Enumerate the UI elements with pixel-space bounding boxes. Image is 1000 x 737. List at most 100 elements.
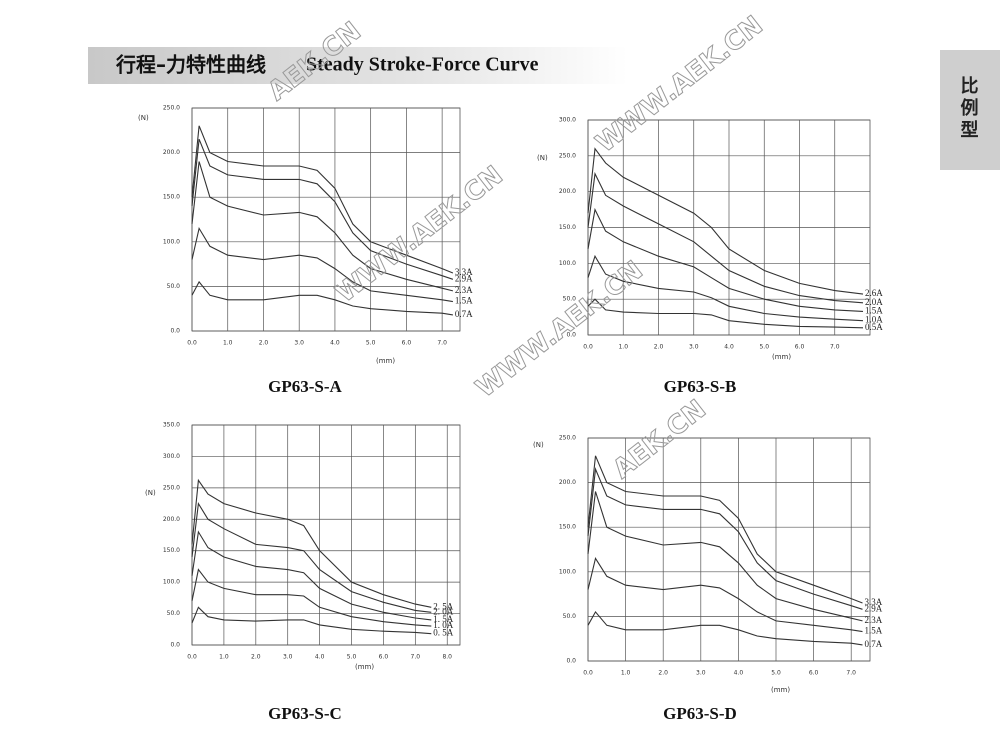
- y-axis-label: (N): [145, 489, 156, 497]
- y-tick-label: 200.0: [559, 479, 576, 486]
- x-tick-label: 7.0: [437, 340, 447, 347]
- y-tick-label: 200.0: [163, 516, 180, 523]
- y-tick-label: 150.0: [163, 194, 180, 201]
- y-tick-label: 50.0: [563, 613, 577, 620]
- x-tick-label: 3.0: [689, 344, 699, 351]
- header-title-en: Steady Stroke-Force Curve: [306, 54, 539, 76]
- x-tick-label: 0.0: [583, 344, 593, 351]
- series-line: [587, 610, 863, 646]
- y-tick-label: 100.0: [559, 260, 576, 267]
- chart-caption: GP63-S-A: [268, 377, 342, 396]
- x-tick-label: 1.0: [621, 670, 631, 677]
- x-tick-label: 7.0: [830, 344, 840, 351]
- x-tick-label: 6.0: [809, 670, 819, 677]
- x-tick-label: 6.0: [795, 344, 805, 351]
- x-tick-label: 7.0: [411, 654, 421, 661]
- legend-label: 2. 0A: [433, 606, 454, 616]
- y-tick-label: 250.0: [163, 484, 180, 491]
- watermark: WWW.AEK.CN: [591, 10, 769, 158]
- y-tick-label: 0.0: [170, 328, 180, 335]
- x-tick-label: 0.0: [187, 654, 197, 661]
- series-line: [587, 557, 863, 633]
- x-tick-label: 1.0: [223, 340, 233, 347]
- charts: 0.0 50.0 100.0 150.0 200.0 250.0 0.0 1.0 2.0 3.0 4…: [138, 105, 883, 723]
- legend-label: 2.3A: [864, 615, 882, 625]
- x-tick-label: 4.0: [734, 670, 744, 677]
- y-tick-label: 0.0: [566, 332, 576, 339]
- y-axis-label: (N): [533, 441, 544, 449]
- y-tick-label: 300.0: [559, 117, 576, 124]
- y-tick-label: 250.0: [559, 152, 576, 159]
- x-tick-label: 3.0: [283, 654, 293, 661]
- y-tick-label: 250.0: [559, 435, 576, 442]
- y-tick-label: 100.0: [163, 579, 180, 586]
- y-tick-label: 100.0: [559, 568, 576, 575]
- y-tick-label: 50.0: [167, 610, 181, 617]
- legend-label: 2.6A: [865, 288, 883, 298]
- legend-label: 1. 0A: [433, 620, 454, 630]
- y-tick-label: 100.0: [163, 238, 180, 245]
- y-tick-label: 150.0: [559, 224, 576, 231]
- y-tick-label: 150.0: [559, 524, 576, 531]
- series-line: [191, 606, 432, 635]
- series-line: [587, 467, 863, 610]
- y-tick-label: 50.0: [167, 283, 181, 290]
- x-tick-label: 8.0: [442, 654, 452, 661]
- y-tick-label: 150.0: [163, 547, 180, 554]
- x-tick-label: 4.0: [724, 344, 734, 351]
- x-tick-label: 4.0: [315, 654, 325, 661]
- legend-label: 2.9A: [455, 273, 473, 283]
- x-tick-label: 5.0: [771, 670, 781, 677]
- x-tick-label: 6.0: [402, 340, 412, 347]
- y-tick-label: 250.0: [163, 105, 180, 112]
- y-axis-label: (N): [138, 114, 149, 122]
- x-tick-label: 2.0: [251, 654, 261, 661]
- legend-label: 0.7A: [455, 309, 473, 319]
- series-line: [587, 491, 863, 622]
- legend-label: 0.5A: [865, 322, 883, 332]
- x-axis-label: (mm): [355, 663, 374, 671]
- legend-label: 0.7A: [864, 639, 882, 649]
- chart-caption: GP63-S-B: [664, 377, 737, 396]
- side-tab: [940, 50, 1000, 170]
- x-tick-label: 6.0: [379, 654, 389, 661]
- watermark: WWW.AEK.CN: [471, 255, 649, 403]
- x-tick-label: 4.0: [330, 340, 340, 347]
- y-tick-label: 50.0: [563, 296, 577, 303]
- x-tick-label: 2.0: [259, 340, 269, 347]
- series-line: [587, 254, 864, 322]
- series-line: [191, 138, 454, 280]
- x-tick-label: 0.0: [583, 670, 593, 677]
- x-tick-label: 0.0: [187, 340, 197, 347]
- series-line: [191, 280, 453, 316]
- y-axis-label: (N): [537, 154, 548, 162]
- legend-label: 1. 5A: [433, 614, 454, 624]
- legend-label: 3.3A: [864, 597, 882, 607]
- y-tick-label: 0.0: [170, 642, 180, 649]
- side-tab-text: 比例型: [958, 76, 979, 142]
- series-line: [587, 171, 864, 304]
- series-line: [587, 147, 864, 295]
- series-line: [191, 125, 454, 274]
- header-band: [88, 47, 628, 84]
- legend-label: 1.5A: [865, 305, 883, 315]
- legend-label: 2.3A: [455, 285, 473, 295]
- x-tick-label: 2.0: [658, 670, 668, 677]
- legend-label: 2.0A: [865, 297, 883, 307]
- x-axis-label: (mm): [772, 353, 791, 361]
- series-line: [587, 207, 864, 312]
- watermark: AEK.CN: [608, 394, 712, 485]
- y-tick-label: 350.0: [163, 422, 180, 429]
- side-tab-label: 比例型: [958, 76, 979, 142]
- y-tick-label: 300.0: [163, 453, 180, 460]
- x-tick-label: 5.0: [366, 340, 376, 347]
- x-tick-label: 1.0: [618, 344, 628, 351]
- series-line: [587, 298, 864, 329]
- legend-label: 3.3A: [455, 267, 473, 277]
- x-tick-label: 5.0: [347, 654, 357, 661]
- plot-frame: [191, 424, 461, 646]
- series-line: [191, 226, 453, 303]
- y-tick-label: 200.0: [163, 149, 180, 156]
- legend-label: 2.9A: [864, 603, 882, 613]
